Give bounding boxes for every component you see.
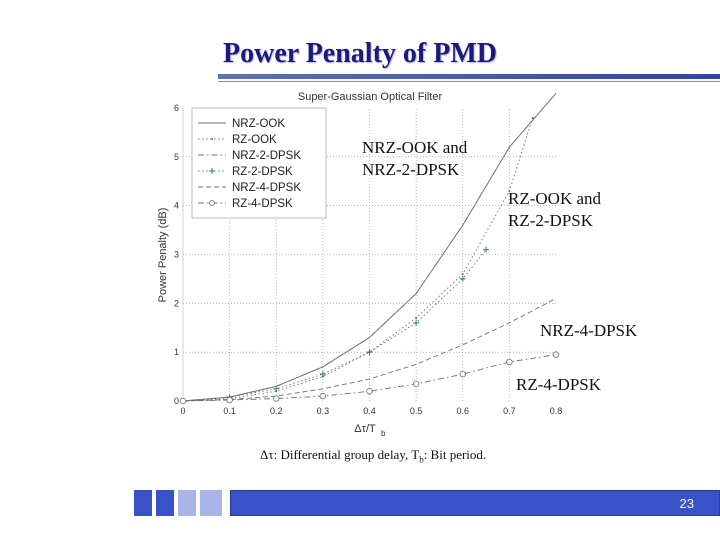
y-tick-label: 5 xyxy=(174,152,179,162)
annotation-line: RZ-OOK and xyxy=(508,189,602,208)
annotation-line: NRZ-4-DPSK xyxy=(540,321,638,340)
data-point xyxy=(179,397,187,405)
title-underline-thin xyxy=(218,81,720,82)
data-point xyxy=(319,392,327,400)
annotation-line: NRZ-OOK and xyxy=(362,138,468,157)
y-tick-label: 0 xyxy=(174,396,179,406)
legend-marker xyxy=(209,168,215,174)
page-number: 23 xyxy=(679,496,694,511)
series-line-4 xyxy=(182,298,557,402)
legend-label: NRZ-OOK xyxy=(232,118,285,130)
x-tick-label: 0 xyxy=(180,406,185,416)
data-point xyxy=(415,316,418,319)
annotation-nrz-ook-nrz-2-dpsk: NRZ-OOK and NRZ-2-DPSK xyxy=(362,137,467,181)
x-tick-label: 0.1 xyxy=(223,406,236,416)
footer-bar xyxy=(230,490,720,516)
caption-subscript: b xyxy=(419,454,424,465)
data-point xyxy=(552,351,560,358)
legend-label: NRZ-4-DPSK xyxy=(232,182,301,194)
x-tick-label: 0.4 xyxy=(363,406,376,416)
legend-label: RZ-2-DPSK xyxy=(232,166,293,178)
legend-label: NRZ-2-DPSK xyxy=(232,150,301,162)
y-tick-label: 6 xyxy=(174,103,179,113)
data-point xyxy=(366,388,373,395)
data-point xyxy=(226,396,233,404)
figure-caption: Δτ: Differential group delay, Tb: Bit pe… xyxy=(260,447,486,465)
x-tick-label: 0.8 xyxy=(550,406,563,416)
caption-text: Δτ: Differential group delay, T xyxy=(260,447,420,462)
data-point xyxy=(483,246,490,253)
series-line-1 xyxy=(182,117,534,402)
footer-square xyxy=(134,490,152,516)
annotation-line: RZ-2-DPSK xyxy=(508,211,594,230)
annotation-line: RZ-4-DPSK xyxy=(516,375,602,394)
data-point xyxy=(459,275,466,282)
series-line-2 xyxy=(182,93,557,402)
legend-marker xyxy=(209,200,215,206)
annotation-line: NRZ-2-DPSK xyxy=(362,160,460,179)
data-point xyxy=(459,370,466,378)
data-point xyxy=(508,190,511,193)
slide-title: Power Penalty of PMD xyxy=(223,38,497,69)
data-point xyxy=(273,385,280,392)
legend-label: RZ-OOK xyxy=(232,134,277,146)
annotation-rz-ook-rz-2-dpsk: RZ-OOK and RZ-2-DPSK xyxy=(508,188,601,232)
series-line-3 xyxy=(182,249,487,402)
data-point xyxy=(366,349,373,356)
x-tick-label: 0.6 xyxy=(456,406,469,416)
x-tick-label: 0.2 xyxy=(270,406,283,416)
x-tick-label: 0.3 xyxy=(317,406,330,416)
footer-square xyxy=(156,490,174,516)
y-tick-label: 4 xyxy=(174,201,179,211)
data-point xyxy=(412,380,420,388)
x-axis-label: Δτ/T xyxy=(354,423,376,435)
annotation-nrz-4-dpsk: NRZ-4-DPSK xyxy=(540,320,637,342)
footer-square xyxy=(200,490,222,516)
data-point xyxy=(506,358,513,366)
y-tick-label: 2 xyxy=(174,298,179,308)
y-tick-label: 3 xyxy=(174,250,179,260)
caption-text-end: : Bit period. xyxy=(423,447,487,462)
data-point xyxy=(319,371,326,378)
legend-marker xyxy=(211,138,213,140)
data-point xyxy=(413,319,420,326)
footer-square xyxy=(178,490,196,516)
legend-label: RZ-4-DPSK xyxy=(232,198,293,210)
x-axis-label-subscript: b xyxy=(381,429,386,438)
data-point xyxy=(531,116,534,119)
chart-title: Super-Gaussian Optical Filter xyxy=(298,91,443,103)
y-axis-label: Power Penalty (dB) xyxy=(157,208,169,303)
y-tick-label: 1 xyxy=(174,347,179,357)
title-underline xyxy=(218,74,720,79)
x-tick-label: 0.5 xyxy=(410,406,423,416)
legend-box xyxy=(191,107,327,219)
series-line-5 xyxy=(182,354,557,402)
x-tick-label: 0.7 xyxy=(503,406,516,416)
annotation-rz-4-dpsk: RZ-4-DPSK xyxy=(516,374,601,396)
data-point xyxy=(461,273,464,276)
data-point xyxy=(273,395,280,402)
